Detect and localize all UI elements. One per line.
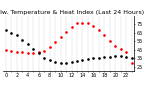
Title: Milw. Temperature & Heat Index (Last 24 Hours): Milw. Temperature & Heat Index (Last 24 … <box>0 10 144 15</box>
